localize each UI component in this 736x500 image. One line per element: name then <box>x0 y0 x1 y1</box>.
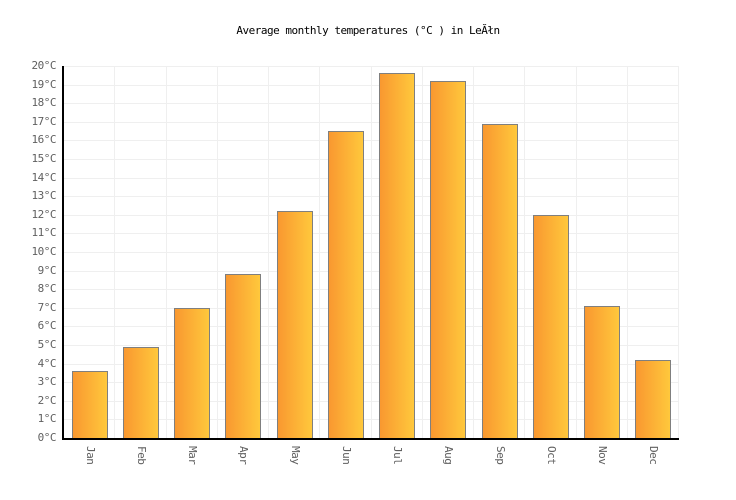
gridline-vertical <box>524 66 526 438</box>
gridline-vertical <box>319 66 321 438</box>
bar-oct <box>532 214 569 438</box>
y-axis-label: 16°C <box>31 133 57 147</box>
gridline-vertical <box>370 66 372 438</box>
y-axis-label: 17°C <box>31 114 57 128</box>
gridline-horizontal <box>64 84 679 86</box>
bar-nov <box>584 305 621 438</box>
gridline-vertical <box>473 66 474 438</box>
y-axis-label: 13°C <box>31 189 57 203</box>
gridline-horizontal <box>64 103 679 105</box>
gridline-horizontal <box>64 307 679 309</box>
gridline-horizontal <box>64 252 679 253</box>
x-axis-label: Aug <box>442 446 456 465</box>
y-axis-label: 4°C <box>37 356 57 370</box>
x-axis-label: May <box>288 446 302 465</box>
gridline-vertical <box>268 66 269 438</box>
y-axis-label: 1°C <box>37 412 57 426</box>
gridline-horizontal <box>64 159 679 160</box>
bar-feb <box>122 346 159 438</box>
gridline-horizontal <box>64 233 679 235</box>
gridline-vertical <box>165 66 167 438</box>
x-axis-label: Feb <box>134 446 148 465</box>
bar-aug <box>430 80 467 438</box>
x-axis-label: Jul <box>391 446 405 465</box>
x-axis-label: Dec <box>647 446 661 465</box>
y-axis-label: 6°C <box>37 319 57 333</box>
gridline-horizontal <box>64 363 679 365</box>
gridline-vertical <box>216 66 218 438</box>
gridline-horizontal <box>64 196 679 198</box>
chart-title: Average monthly temperatures (°C ) in Le… <box>236 24 500 37</box>
y-axis-label: 9°C <box>37 263 57 277</box>
y-axis-label: 12°C <box>31 207 57 221</box>
x-axis-label: Apr <box>237 446 251 465</box>
x-axis-label: Mar <box>186 446 200 465</box>
gridline-horizontal <box>64 66 679 67</box>
plot-area <box>62 66 679 440</box>
gridline-horizontal <box>64 382 679 384</box>
gridline-vertical <box>114 66 116 438</box>
gridline-vertical <box>626 66 628 438</box>
x-axis-label: Sep <box>493 446 507 465</box>
gridline-horizontal <box>64 289 679 291</box>
bar-jan <box>71 371 108 438</box>
bar-may <box>276 211 313 438</box>
gridline-vertical <box>575 66 577 438</box>
x-axis-label: Oct <box>544 446 558 465</box>
y-axis-label: 14°C <box>31 170 57 184</box>
gridline-horizontal <box>64 140 679 142</box>
bar-mar <box>174 307 211 438</box>
y-axis-label: 7°C <box>37 300 57 314</box>
x-axis-label: Jun <box>339 446 353 465</box>
y-axis-label: 11°C <box>31 226 57 240</box>
gridline-horizontal <box>64 400 679 402</box>
y-axis-label: 20°C <box>31 59 57 72</box>
bar-sep <box>481 123 518 438</box>
y-axis-label: 10°C <box>31 245 57 258</box>
bar-jul <box>379 73 416 438</box>
y-axis-label: 15°C <box>31 152 57 165</box>
gridline-vertical <box>678 66 679 438</box>
gridline-vertical <box>421 66 423 438</box>
gridline-horizontal <box>64 326 679 328</box>
y-axis-label: 0°C <box>37 431 57 444</box>
y-axis-label: 18°C <box>31 96 57 110</box>
gridline-horizontal <box>64 121 679 123</box>
y-axis-label: 3°C <box>37 375 57 389</box>
bar-dec <box>635 359 672 438</box>
gridline-horizontal <box>64 214 679 216</box>
x-axis-label: Jan <box>83 446 97 465</box>
y-axis-label: 8°C <box>37 282 57 296</box>
bar-jun <box>327 131 364 438</box>
gridline-horizontal <box>64 419 679 421</box>
bar-apr <box>225 274 262 438</box>
x-axis-label: Nov <box>596 446 610 465</box>
gridline-horizontal <box>64 177 679 179</box>
gridline-horizontal <box>64 345 679 346</box>
y-axis-label: 2°C <box>37 393 57 407</box>
gridline-horizontal <box>64 270 679 272</box>
y-axis-label: 19°C <box>31 77 57 91</box>
y-axis-label: 5°C <box>37 338 57 351</box>
